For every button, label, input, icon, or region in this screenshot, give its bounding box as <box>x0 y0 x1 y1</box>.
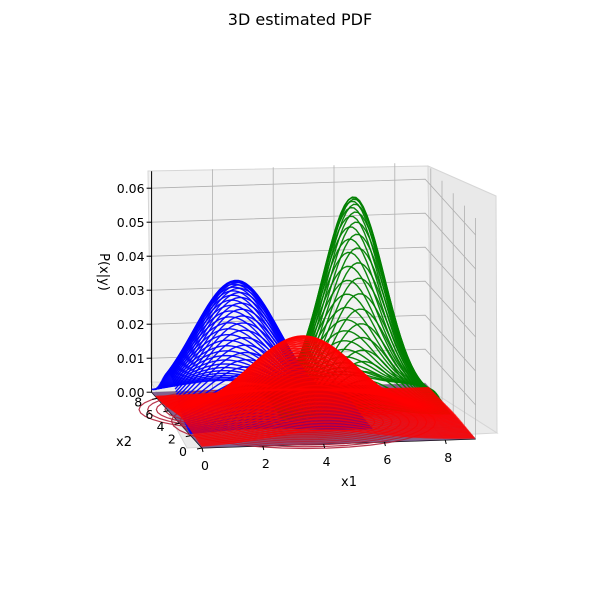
surface-slice <box>172 296 356 408</box>
y-tick-label: 2 <box>168 432 176 447</box>
z-axis-label: P(x|y) <box>96 253 111 291</box>
x-tick-mark <box>383 441 386 447</box>
z-grid-line <box>151 348 476 406</box>
z-tick-label: 0.05 <box>117 215 145 230</box>
y-tick-mark <box>152 397 158 400</box>
surface-slice <box>174 315 358 411</box>
x-tick-mark <box>444 439 447 445</box>
surface-series <box>155 335 475 447</box>
surface-slice <box>200 426 475 446</box>
z-tick-label: 0.00 <box>117 385 145 400</box>
x-tick-mark <box>323 443 326 449</box>
x-tick-label: 4 <box>323 454 331 469</box>
y-tick-mark <box>196 447 203 450</box>
chart-title: 3D estimated PDF <box>228 10 372 29</box>
x-tick-label: 2 <box>262 456 270 471</box>
x-tick-mark <box>262 445 265 451</box>
z-tick-label: 0.04 <box>117 249 145 264</box>
y-tick-mark <box>185 435 191 438</box>
x-tick-label: 0 <box>201 458 209 473</box>
x-tick-label: 6 <box>383 452 391 467</box>
z-tick-label: 0.03 <box>117 283 145 298</box>
y-axis-label: x2 <box>116 435 132 450</box>
surface-slice <box>201 429 475 447</box>
y-tick-mark <box>174 422 180 425</box>
y-tick-label: 8 <box>134 394 142 409</box>
x-tick-mark <box>201 447 204 453</box>
z-tick-label: 0.06 <box>117 181 145 196</box>
y-tick-mark <box>163 410 169 413</box>
surface-slice <box>176 337 360 414</box>
surfaces <box>151 196 475 447</box>
back-pane-right <box>427 165 498 434</box>
y-tick-label: 6 <box>145 407 153 422</box>
surface-slice <box>173 302 357 409</box>
surface-slice <box>199 424 474 446</box>
z-grid-line <box>151 246 476 304</box>
z-grid-line <box>151 212 476 270</box>
x-tick-label: 8 <box>444 450 452 465</box>
y-tick-label: 4 <box>157 419 165 434</box>
x-axis-label: x1 <box>341 475 357 490</box>
surface-slice <box>199 421 473 445</box>
z-tick-label: 0.01 <box>117 351 145 366</box>
surface-slice <box>175 322 359 412</box>
z-tick-label: 0.02 <box>117 317 145 332</box>
y-tick-label: 0 <box>179 444 187 459</box>
z-grid-line <box>151 178 476 236</box>
surface-slice <box>175 329 359 413</box>
